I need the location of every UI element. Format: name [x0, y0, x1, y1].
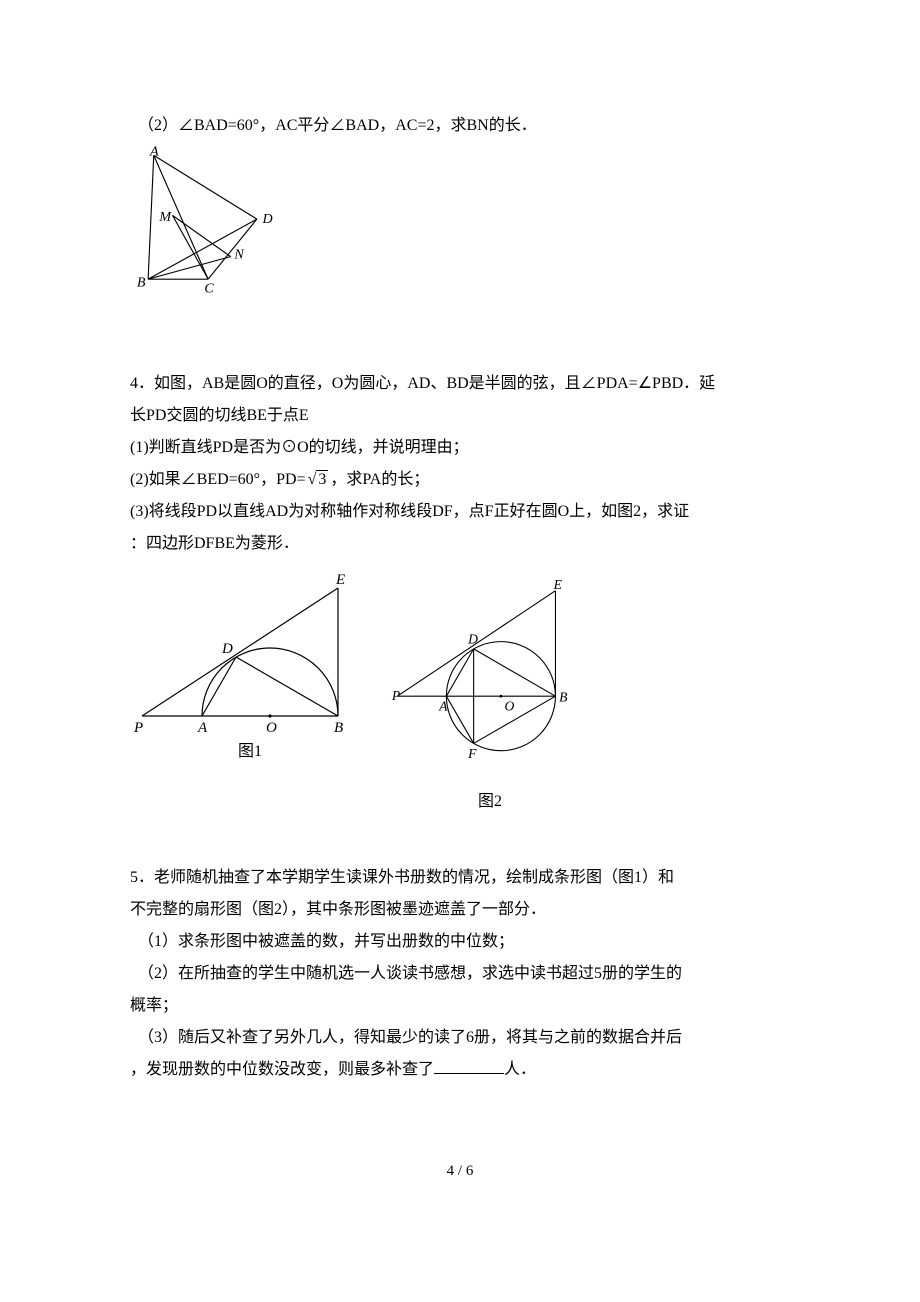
q3-part2-text: （2）∠BAD=60°，AC平分∠BAD，AC=2，求BN的长．: [130, 110, 790, 142]
q4-stem-line1: 4．如图，AB是圆O的直径，O为圆心，AD、BD是半圆的弦，且∠PDA=∠PBD…: [130, 368, 790, 400]
sqrt-radicand: 3: [316, 470, 328, 488]
q4-figure2-svg: P A O B D F E: [390, 568, 590, 788]
q5-part3-b: ，发现册数的中位数没改变，则最多补查了: [130, 1061, 434, 1078]
svg-text:D: D: [262, 211, 273, 227]
svg-text:P: P: [391, 688, 400, 703]
sqrt-expression: √3: [306, 464, 331, 496]
blank-underline: [434, 1059, 504, 1074]
svg-text:F: F: [467, 746, 477, 761]
svg-text:D: D: [467, 631, 478, 646]
svg-text:D: D: [221, 641, 233, 657]
svg-text:A: A: [197, 720, 208, 736]
q4-part3-line2: ：四边形DFBE为菱形．: [130, 528, 790, 560]
q4-part2: (2)如果∠BED=60°，PD=√3，求PA的长；: [130, 464, 790, 496]
svg-text:P: P: [133, 720, 143, 736]
q3-figure-svg: A B C D M N: [130, 146, 290, 296]
q5-part3-line1: （3）随后又补查了另外几人，得知最少的读了6册，将其与之前的数据合并后: [130, 1022, 790, 1054]
svg-text:A: A: [149, 146, 159, 159]
q4-stem-line2: 长PD交圆的切线BE于点E: [130, 400, 790, 432]
svg-text:O: O: [505, 699, 515, 714]
q5-part2-line1: （2）在所抽查的学生中随机选一人谈读书感想，求选中读书超过5册的学生的: [130, 958, 790, 990]
q5-part3-c: 人．: [504, 1061, 536, 1078]
q4-figure1-svg: P A O B D E: [130, 568, 370, 738]
spacer: [130, 834, 790, 862]
q5-part2-line2: 概率；: [130, 990, 790, 1022]
spacer: [130, 320, 790, 368]
q4-part2-a: (2)如果∠BED=60°，PD=: [130, 471, 306, 488]
svg-text:N: N: [233, 247, 245, 263]
q4-figure2-caption: 图2: [478, 786, 502, 818]
svg-text:E: E: [553, 577, 563, 592]
q4-part3-line1: (3)将线段PD以直线AD为对称轴作对称线段DF，点F正好在圆O上，如图2，求证: [130, 496, 790, 528]
svg-text:B: B: [559, 690, 568, 705]
svg-text:E: E: [335, 572, 345, 588]
page: （2）∠BAD=60°，AC平分∠BAD，AC=2，求BN的长． ABCDMN …: [0, 0, 920, 1246]
q4-figures: P A O B D E 图1 P A O B D F E 图2: [130, 568, 790, 818]
svg-text:O: O: [266, 720, 277, 736]
page-number: 4 / 6: [130, 1156, 790, 1186]
q5-stem-line1: 5．老师随机抽查了本学期学生读课外书册数的情况，绘制成条形图（图1）和: [130, 862, 790, 894]
q5-stem-line2: 不完整的扇形图（图2），其中条形图被墨迹遮盖了一部分．: [130, 894, 790, 926]
q4-part2-b: ，求PA的长；: [330, 471, 429, 488]
svg-text:C: C: [204, 280, 214, 296]
svg-text:B: B: [137, 275, 146, 291]
svg-text:A: A: [438, 699, 448, 714]
q4-figure1-caption: 图1: [238, 736, 262, 768]
q4-figure1-wrap: P A O B D E 图1: [130, 568, 370, 768]
q4-part1: (1)判断直线PD是否为⊙O的切线，并说明理由；: [130, 432, 790, 464]
svg-text:B: B: [334, 720, 343, 736]
q4-figure2-wrap: P A O B D F E 图2: [390, 568, 590, 818]
svg-text:M: M: [158, 209, 172, 225]
q3-figure: A B C D M N: [130, 146, 790, 308]
q5-part3-line2: ，发现册数的中位数没改变，则最多补查了 人．: [130, 1054, 790, 1086]
q5-part1: （1）求条形图中被遮盖的数，并写出册数的中位数；: [130, 926, 790, 958]
